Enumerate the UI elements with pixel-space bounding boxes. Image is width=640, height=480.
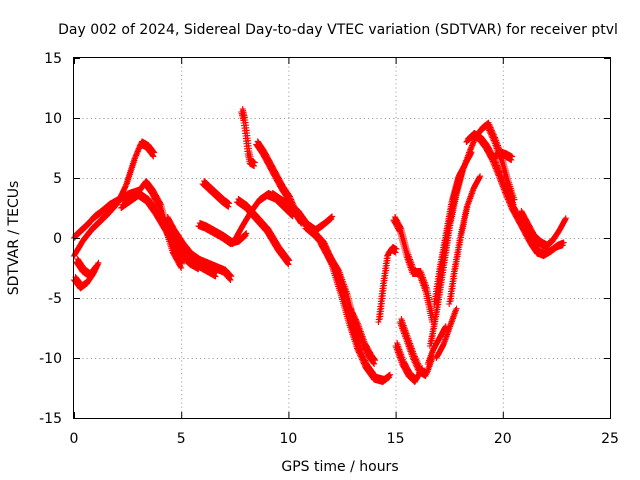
series-arc-07 [178, 244, 220, 280]
point-markers [178, 244, 220, 280]
series-arc-26 [424, 323, 449, 367]
axis-ticks: 0 5 10 15 20 25 -15 -10 -5 0 5 10 15 [39, 51, 619, 447]
point-markers [238, 106, 258, 169]
x-tick-label: 25 [601, 431, 619, 447]
point-markers [392, 340, 426, 385]
y-tick-label: 15 [44, 51, 62, 67]
x-tick-label: 10 [279, 431, 297, 447]
series-arc-09 [199, 178, 233, 210]
y-axis-title: SDTVAR / TECUs [6, 181, 22, 296]
series-arc-30 [489, 148, 516, 163]
series-arc-29 [516, 208, 569, 251]
series-arc-23 [431, 149, 475, 307]
point-markers [516, 208, 569, 251]
point-markers [463, 130, 567, 259]
point-markers [375, 244, 400, 325]
plot-frame [73, 57, 611, 419]
point-markers [489, 148, 516, 163]
x-tick-label: 20 [494, 431, 512, 447]
series-arc-24 [433, 305, 460, 361]
point-markers [431, 149, 475, 307]
point-markers [426, 119, 492, 349]
series-arc-10 [238, 106, 258, 169]
data-points [71, 106, 569, 385]
x-tick-label: 5 [177, 431, 186, 447]
series-arc-13 [268, 190, 336, 235]
x-tick-label: 15 [387, 431, 405, 447]
point-markers [73, 256, 100, 280]
series-arc-27 [484, 121, 518, 208]
chart-title: Day 002 of 2024, Sidereal Day-to-day VTE… [58, 22, 618, 38]
point-markers [345, 304, 379, 367]
y-tick-label: 0 [53, 231, 62, 247]
series-arc-19 [390, 214, 437, 325]
x-tick-label: 0 [70, 431, 79, 447]
y-tick-label: 10 [44, 111, 62, 127]
grid-lines [74, 58, 610, 418]
series-arc-25 [446, 173, 484, 307]
point-markers [446, 173, 484, 307]
point-markers [268, 190, 336, 235]
point-markers [233, 196, 293, 268]
series-arc-14 [233, 196, 293, 268]
point-markers [390, 214, 437, 325]
point-markers [424, 323, 449, 367]
series-arc-04 [73, 256, 100, 280]
series-arc-28 [463, 130, 567, 259]
x-axis-title: GPS time / hours [281, 459, 398, 475]
series-arc-21 [392, 340, 426, 385]
series-arc-18 [375, 244, 400, 325]
series-arc-17 [345, 304, 379, 367]
y-tick-label: -15 [39, 411, 62, 427]
y-tick-label: -10 [39, 351, 62, 367]
point-markers [199, 178, 233, 210]
y-tick-label: 5 [53, 171, 62, 187]
series-arc-22 [426, 119, 492, 349]
point-markers [433, 305, 460, 361]
y-tick-label: -5 [48, 291, 62, 307]
point-markers [484, 121, 518, 208]
